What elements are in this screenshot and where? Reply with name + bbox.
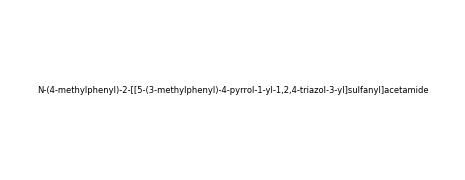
Text: N-(4-methylphenyl)-2-[[5-(3-methylphenyl)-4-pyrrol-1-yl-1,2,4-triazol-3-yl]sulfa: N-(4-methylphenyl)-2-[[5-(3-methylphenyl… bbox=[37, 86, 428, 94]
